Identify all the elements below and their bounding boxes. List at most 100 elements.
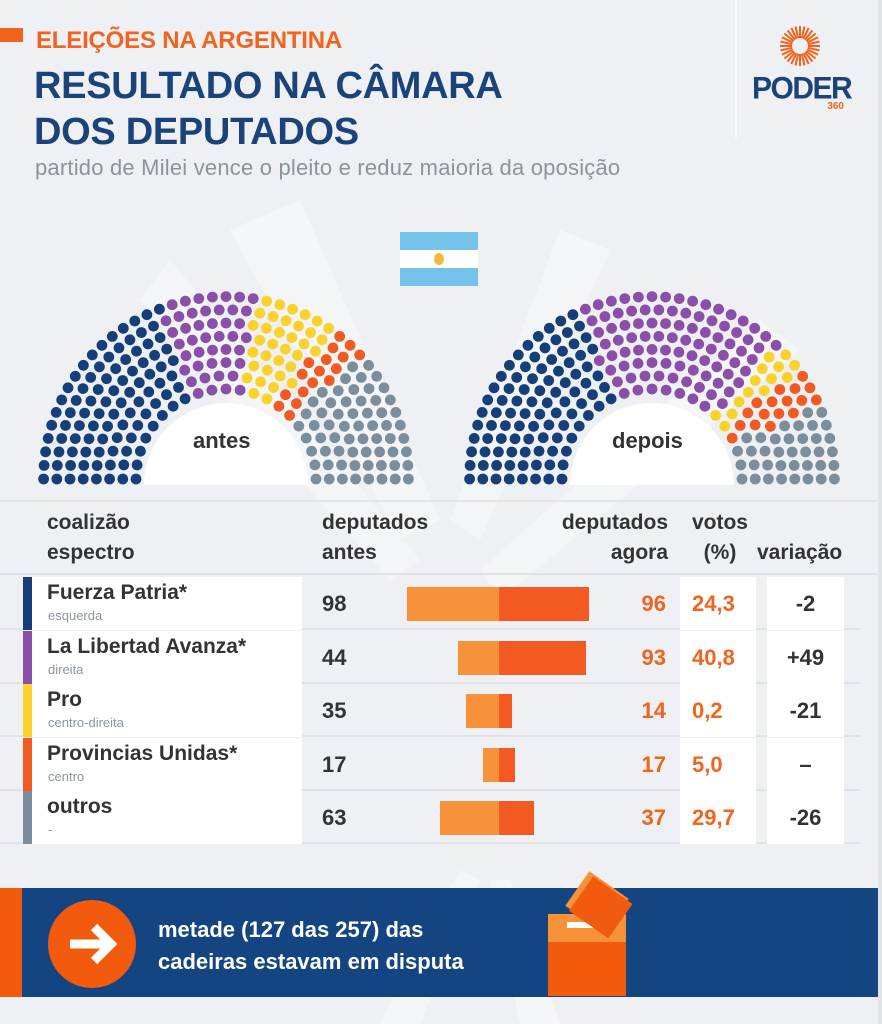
sun-ray (806, 36, 819, 44)
seat (511, 395, 523, 407)
bar-before (483, 747, 499, 782)
seat (180, 350, 192, 362)
seat (517, 460, 529, 471)
seat (673, 293, 685, 304)
bar-before (406, 587, 499, 621)
seat (773, 446, 785, 458)
seat (505, 407, 516, 419)
seat (353, 420, 364, 432)
seats-after: 93 (641, 644, 666, 670)
seat (568, 338, 580, 350)
seat (332, 408, 344, 420)
seat (327, 342, 339, 354)
seat (618, 388, 630, 399)
seat (749, 419, 761, 431)
seat (213, 304, 225, 316)
seat (476, 407, 488, 418)
title-line-1: RESULTADO NA CÂMARA (34, 65, 503, 107)
seat (693, 338, 705, 350)
seat (286, 377, 298, 389)
seat (91, 473, 102, 485)
seat (316, 334, 328, 346)
seat (522, 339, 534, 351)
seat (254, 307, 266, 319)
sun-ray (790, 27, 798, 40)
seat (193, 320, 205, 331)
seat (117, 375, 129, 386)
sun-ray (780, 46, 793, 52)
seat (786, 446, 798, 458)
seat (639, 331, 651, 342)
seat (306, 445, 317, 457)
bar-before (466, 694, 499, 728)
seat (599, 338, 611, 350)
seat (56, 433, 68, 444)
seat (486, 420, 497, 431)
seat (107, 445, 119, 457)
seat (248, 388, 260, 399)
seat (384, 433, 396, 444)
seat (135, 445, 146, 457)
seat (355, 372, 367, 383)
seat (179, 364, 191, 376)
seat (180, 295, 191, 307)
seat (376, 407, 388, 419)
votes-percent: 29,7 (692, 805, 735, 830)
seat (347, 446, 359, 458)
seat (680, 307, 692, 319)
sun-ray (802, 52, 810, 65)
seat (254, 334, 266, 346)
seat (65, 460, 76, 471)
party-name: Provincias Unidas* (47, 741, 238, 765)
seat (733, 396, 745, 408)
seat (370, 395, 382, 406)
votes-cell (680, 737, 756, 791)
sun-ray (805, 50, 817, 60)
seat (766, 396, 778, 408)
seat (576, 398, 587, 409)
seat (142, 338, 154, 350)
seat (129, 315, 141, 327)
seat (606, 322, 617, 334)
seat (518, 384, 530, 395)
seat (97, 433, 109, 445)
seat (88, 420, 99, 432)
seat (593, 355, 605, 366)
seat (261, 322, 272, 334)
seat (550, 334, 562, 346)
seat (38, 460, 50, 471)
seat (62, 382, 74, 394)
seat (144, 368, 156, 380)
votes-cell (680, 791, 756, 844)
seat (633, 344, 644, 356)
seat (781, 395, 793, 407)
seat (700, 370, 712, 382)
sun-ray (783, 50, 795, 60)
seat (291, 398, 302, 409)
seat (723, 386, 735, 398)
seat (580, 332, 592, 343)
seat (323, 375, 335, 386)
seat (96, 339, 108, 351)
seat (529, 351, 541, 363)
seats-after: 96 (641, 591, 666, 616)
seat (315, 432, 327, 444)
seat (347, 361, 358, 373)
seat (773, 361, 784, 373)
seat (360, 446, 372, 458)
seat (140, 432, 152, 444)
party-spectrum: esquerda (48, 608, 103, 623)
seat (124, 386, 136, 398)
seat (719, 320, 730, 332)
logo-word: PODER (752, 71, 853, 106)
seat (297, 386, 309, 398)
seat (69, 433, 81, 444)
seat (815, 460, 827, 471)
party-color-swatch (23, 737, 32, 791)
seat (736, 473, 748, 485)
seats-before: 44 (322, 644, 347, 670)
info-banner: metade (127 das 257) das cadeiras estava… (0, 888, 878, 997)
votes-cell (680, 630, 756, 684)
seat (108, 408, 120, 420)
seat (742, 386, 754, 398)
